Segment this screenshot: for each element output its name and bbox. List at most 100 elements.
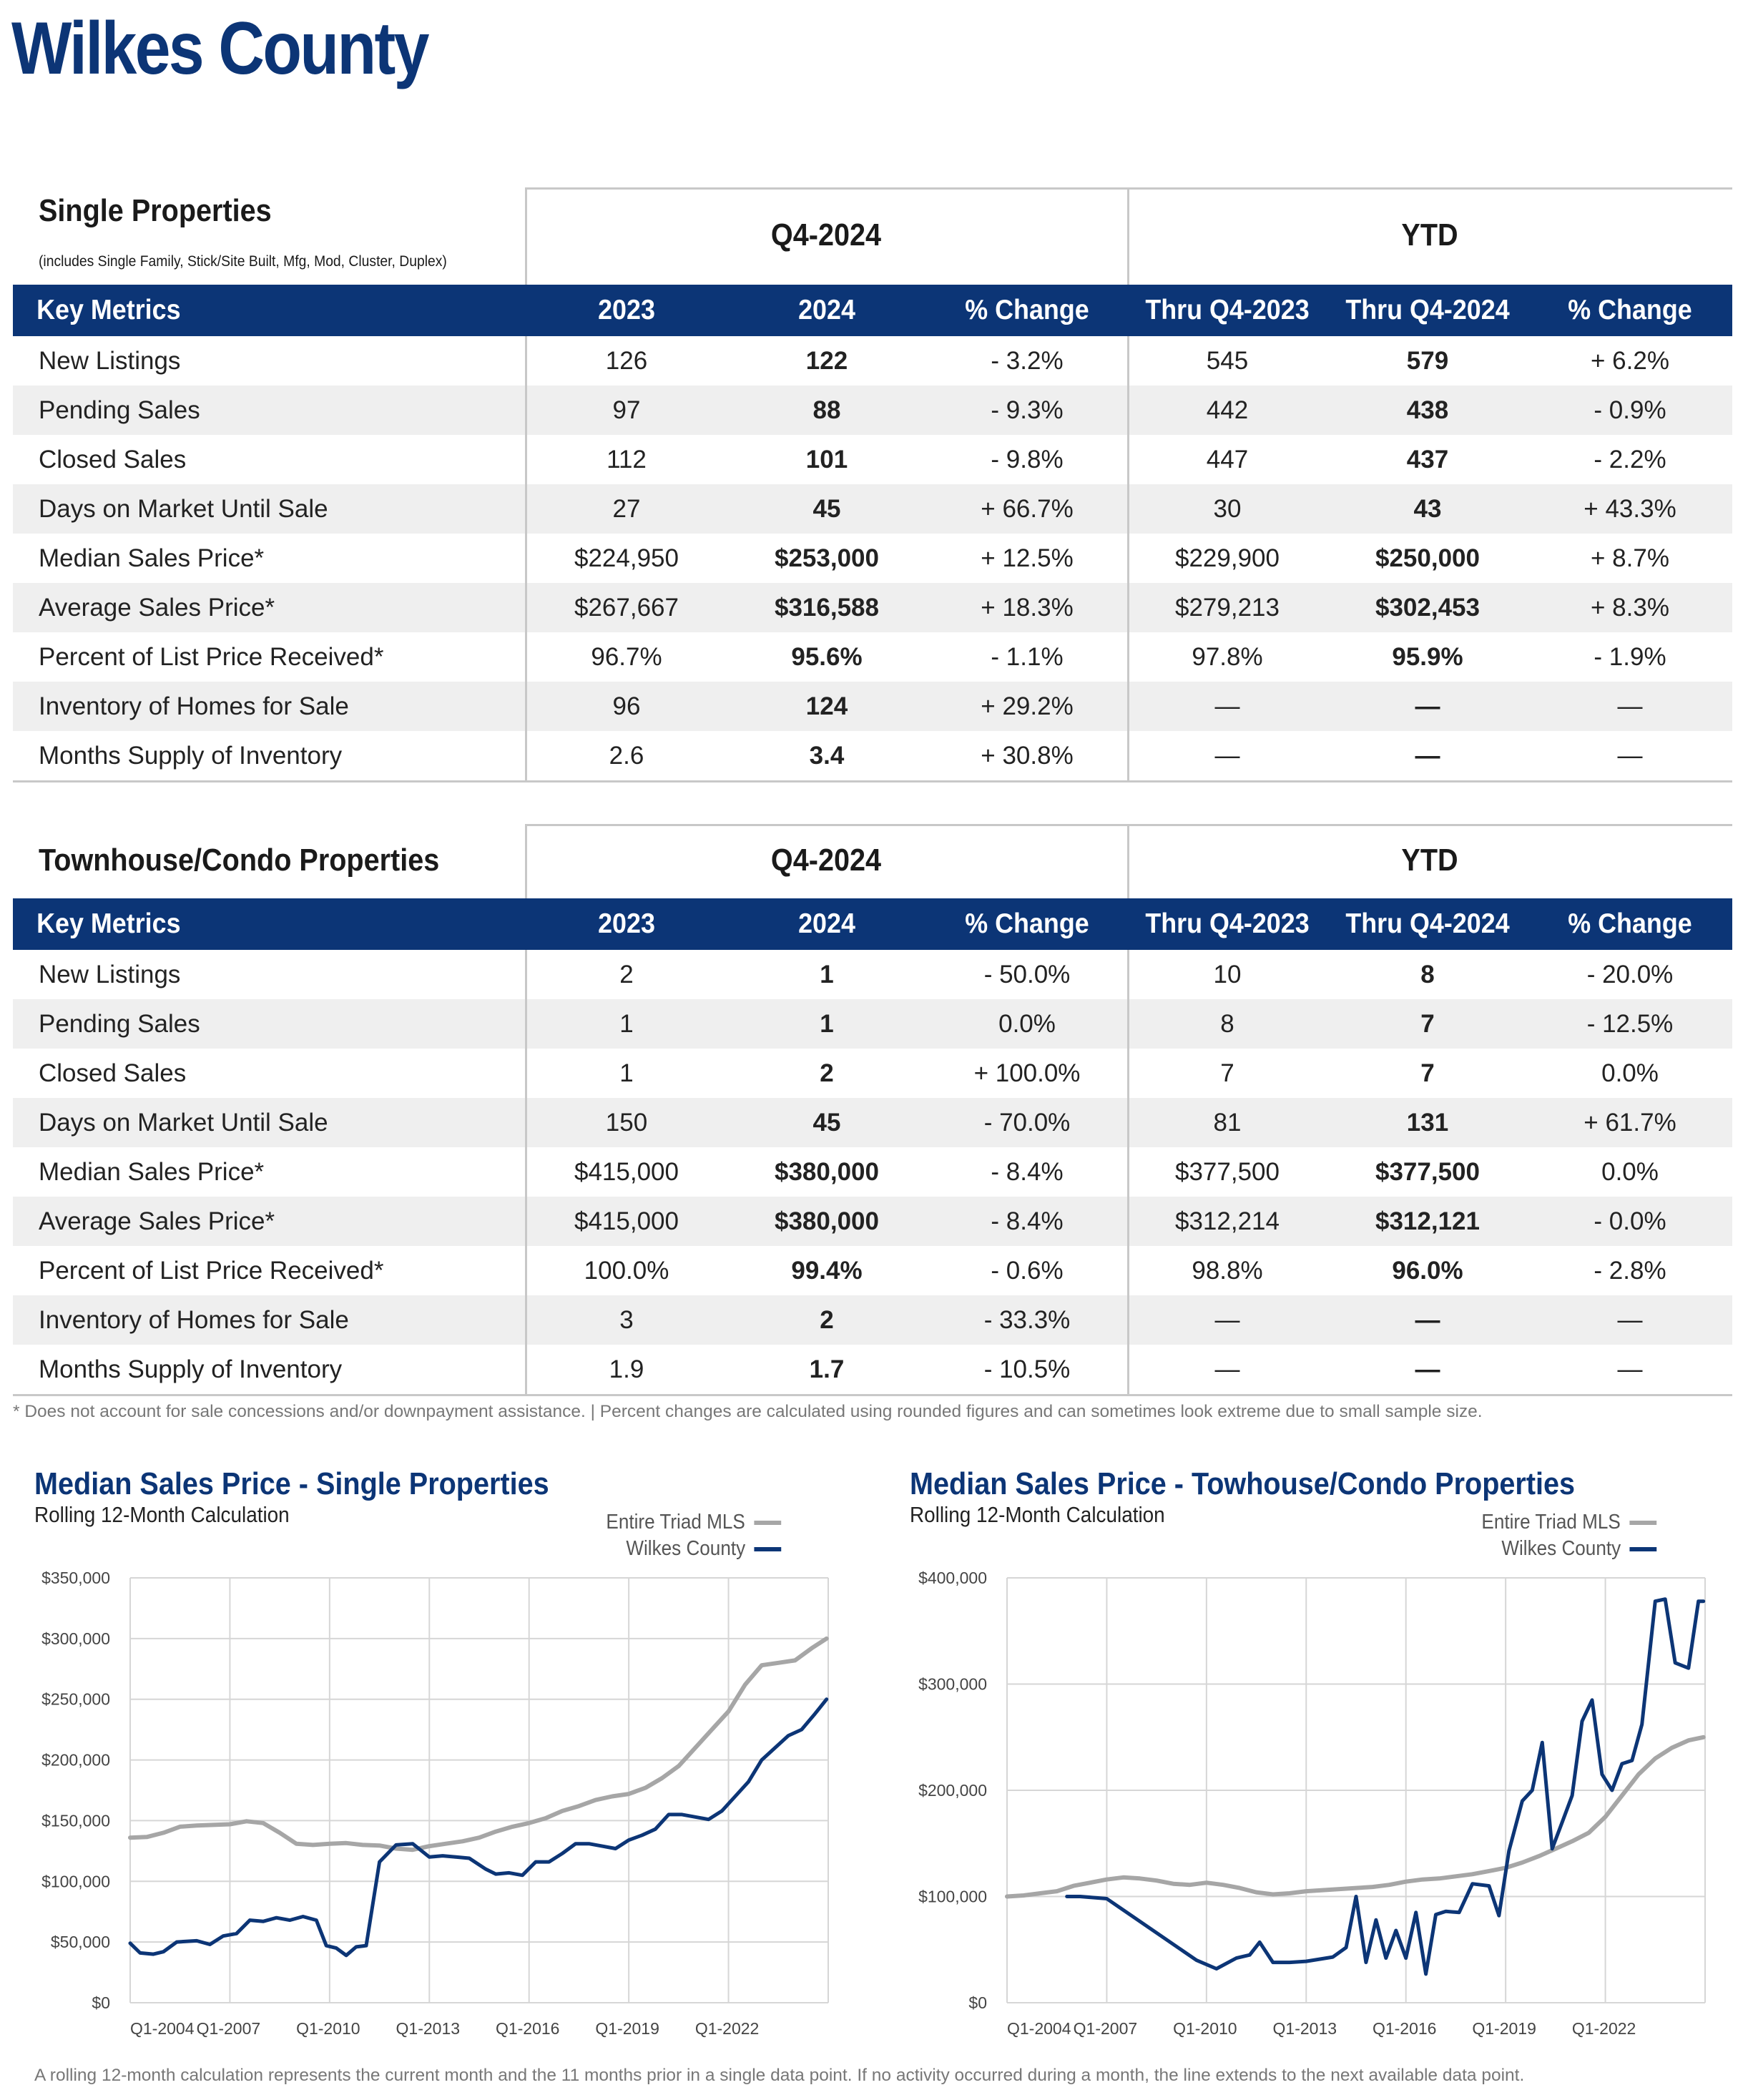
y-tick-label: $100,000 [41, 1872, 110, 1890]
townhouse-properties-table: Townhouse/Condo Properties Q4-2024 YTD K… [13, 824, 1732, 1396]
table-row: Closed Sales 1 2 + 100.0% 7 7 0.0% [13, 1049, 1732, 1098]
single-properties-table: Single Properties (includes Single Famil… [13, 187, 1732, 782]
cell-ytd-2023: 97.8% [1192, 642, 1263, 671]
cell-ytd-2024: — [1415, 741, 1440, 770]
cell-q-2024: 2 [820, 1305, 834, 1334]
cell-ytd-change: — [1617, 1305, 1643, 1334]
cell-ytd-2024: $250,000 [1375, 544, 1480, 572]
cell-q-2023: $415,000 [574, 1157, 679, 1186]
metric-label: Average Sales Price* [39, 593, 275, 622]
single-table-head: Single Properties (includes Single Famil… [13, 187, 1732, 285]
divider [13, 1394, 1732, 1396]
table-row: Months Supply of Inventory 2.6 3.4 + 30.… [13, 731, 1732, 780]
table-row: Percent of List Price Received* 100.0% 9… [13, 1246, 1732, 1295]
metric-label: Average Sales Price* [39, 1207, 275, 1235]
cell-q-change: - 0.6% [991, 1256, 1064, 1285]
cell-q-2024: 1.7 [809, 1355, 845, 1383]
cell-ytd-2023: 30 [1213, 494, 1242, 523]
cell-q-2024: $253,000 [775, 544, 879, 572]
x-tick-label: Q1-2016 [496, 2019, 560, 2038]
cell-ytd-change: — [1617, 1355, 1643, 1383]
cell-q-change: + 30.8% [981, 741, 1074, 770]
cell-q-2023: 1 [619, 1059, 634, 1087]
period-ytd: YTD [1401, 217, 1458, 252]
header-2024: 2024 [798, 295, 855, 325]
cell-q-2024: 1 [820, 960, 834, 988]
table-row: Months Supply of Inventory 1.9 1.7 - 10.… [13, 1345, 1732, 1394]
cell-q-2024: 101 [805, 445, 848, 474]
x-tick-label: Q1-2004 [1007, 2019, 1071, 2038]
cell-ytd-2024: 437 [1406, 445, 1449, 474]
y-tick-label: $0 [968, 1993, 987, 2012]
cell-q-2024: 95.6% [791, 642, 863, 671]
x-tick-label: Q1-2013 [396, 2019, 461, 2038]
table-row: New Listings 126 122 - 3.2% 545 579 + 6.… [13, 336, 1732, 386]
header-thru-q4-2024: Thru Q4-2024 [1345, 295, 1510, 325]
metric-label: Months Supply of Inventory [39, 1355, 343, 1383]
divider [13, 780, 1732, 782]
table-row: Average Sales Price* $415,000 $380,000 -… [13, 1197, 1732, 1246]
series-line-entire-triad-mls [1005, 1735, 1706, 1899]
cell-q-2023: 3 [619, 1305, 634, 1334]
divider [525, 824, 1732, 826]
legend-swatch-gray [1629, 1521, 1657, 1526]
cell-q-change: - 8.4% [991, 1207, 1064, 1235]
x-tick-label: Q1-2007 [1074, 2019, 1138, 2038]
cell-ytd-2024: 7 [1420, 1059, 1435, 1087]
cell-ytd-change: — [1617, 692, 1643, 720]
x-tick-label: Q1-2004 [130, 2019, 195, 2038]
y-tick-label: $300,000 [41, 1629, 110, 1648]
header-thru-q4-2024: Thru Q4-2024 [1345, 908, 1510, 939]
cell-q-2024: 99.4% [791, 1256, 863, 1285]
cell-ytd-2023: $312,214 [1175, 1207, 1280, 1235]
table-row: Median Sales Price* $415,000 $380,000 - … [13, 1147, 1732, 1197]
y-tick-label: $250,000 [41, 1690, 110, 1709]
cell-q-2024: 45 [812, 1108, 841, 1137]
divider [525, 187, 1732, 190]
header-key-metrics: Key Metrics [36, 908, 181, 939]
y-tick-label: $350,000 [41, 1569, 110, 1587]
cell-ytd-2024: 95.9% [1392, 642, 1463, 671]
cell-ytd-change: 0.0% [1601, 1059, 1659, 1087]
metric-label: Closed Sales [39, 445, 187, 474]
period-q4-2024: Q4-2024 [770, 843, 882, 878]
metric-label: Inventory of Homes for Sale [39, 692, 349, 720]
cell-q-2023: 27 [612, 494, 641, 523]
cell-ytd-change: — [1617, 741, 1643, 770]
cell-q-2024: 1 [820, 1009, 834, 1038]
chart1-title: Median Sales Price - Single Properties [34, 1466, 549, 1501]
divider [525, 950, 527, 1394]
metric-label: New Listings [39, 960, 181, 988]
cell-ytd-2024: $302,453 [1375, 593, 1480, 622]
metric-label: Median Sales Price* [39, 1157, 265, 1186]
cell-q-2024: $316,588 [775, 593, 879, 622]
page-title: Wilkes County [11, 7, 429, 90]
cell-q-change: - 3.2% [991, 346, 1064, 375]
legend-swatch-navy [1629, 1547, 1657, 1552]
cell-q-change: - 10.5% [983, 1355, 1071, 1383]
cell-q-change: + 100.0% [973, 1059, 1081, 1087]
header-2023: 2023 [598, 908, 655, 939]
cell-q-2023: 150 [605, 1108, 648, 1137]
chart-single-median-price: Q1-2004 Q1-2007 Q1-2010 Q1-2013 Q1-2016 Q1-20… [41, 1569, 829, 2038]
x-tick-label: Q1-2013 [1273, 2019, 1337, 2038]
header-pct-change: % Change [965, 908, 1089, 939]
cell-ytd-change: + 8.7% [1591, 544, 1669, 572]
legend-label: Entire Triad MLS [1481, 1511, 1621, 1534]
metric-label: Days on Market Until Sale [39, 1108, 328, 1137]
table-row: Median Sales Price* $224,950 $253,000 + … [13, 534, 1732, 583]
cell-ytd-2023: 98.8% [1192, 1256, 1263, 1285]
cell-q-change: - 50.0% [983, 960, 1071, 988]
cell-ytd-change: - 20.0% [1586, 960, 1674, 988]
metric-label: Days on Market Until Sale [39, 494, 328, 523]
bottom-note: A rolling 12-month calculation represent… [34, 2066, 1525, 2085]
cell-q-change: - 9.3% [991, 396, 1064, 424]
legend-swatch-navy [754, 1547, 782, 1552]
single-section-title: Single Properties [39, 193, 272, 228]
cell-q-2023: 126 [605, 346, 648, 375]
cell-ytd-2023: $229,900 [1175, 544, 1280, 572]
cell-q-change: - 70.0% [983, 1108, 1071, 1137]
y-tick-label: $200,000 [918, 1781, 987, 1800]
divider [525, 187, 527, 285]
cell-ytd-2024: 43 [1413, 494, 1442, 523]
